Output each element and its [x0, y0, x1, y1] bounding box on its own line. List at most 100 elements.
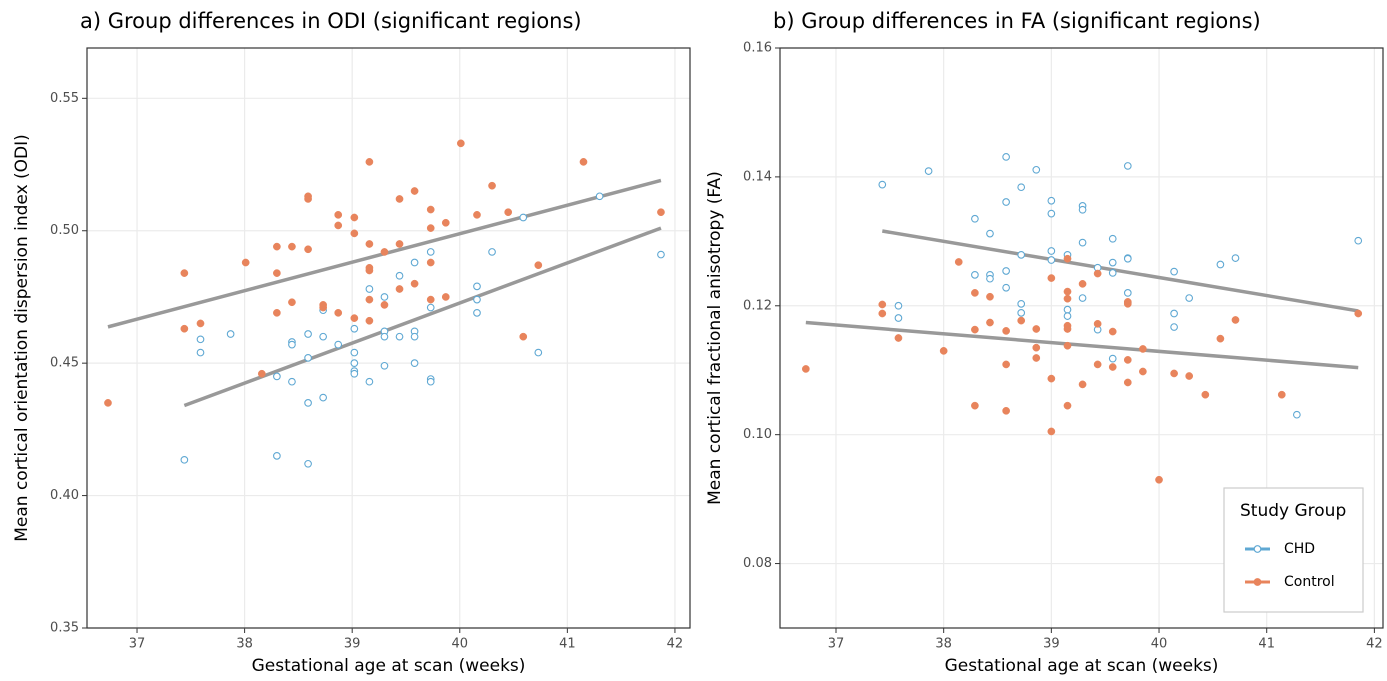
legend-label: Control — [1284, 574, 1335, 590]
x-tick-label: 41 — [559, 637, 576, 652]
point — [894, 314, 903, 322]
plot-border — [86, 47, 691, 629]
point — [1032, 354, 1041, 362]
point — [319, 303, 327, 312]
plot-border — [779, 47, 1384, 629]
point — [801, 365, 810, 373]
point — [1047, 247, 1056, 255]
point — [104, 399, 112, 407]
point — [1201, 390, 1210, 399]
point — [1108, 258, 1117, 267]
point — [579, 158, 588, 166]
point — [1002, 406, 1010, 415]
point — [1231, 254, 1240, 262]
point — [986, 292, 994, 301]
legend: Study Group CHD Control — [1223, 487, 1364, 613]
point — [1123, 289, 1132, 297]
point — [954, 258, 963, 266]
point — [350, 314, 359, 322]
point — [380, 361, 389, 370]
point — [304, 245, 312, 254]
point — [1047, 427, 1056, 436]
point — [986, 318, 994, 327]
point — [1354, 236, 1363, 245]
point — [426, 258, 435, 267]
y-axis-title: Mean cortical orientation dispersion ind… — [12, 134, 32, 542]
point — [595, 192, 604, 201]
point — [1293, 410, 1301, 419]
x-tick-label: 37 — [828, 637, 845, 652]
point — [488, 248, 496, 256]
y-tick-label: 0.14 — [743, 169, 772, 184]
point — [1047, 209, 1056, 218]
point — [473, 295, 481, 304]
point — [519, 332, 528, 341]
point — [1108, 354, 1117, 363]
point — [534, 348, 543, 357]
point — [1032, 325, 1041, 333]
x-tick-label: 40 — [1151, 637, 1168, 652]
point — [1017, 251, 1026, 259]
point — [1078, 380, 1087, 389]
point — [1047, 256, 1056, 264]
point — [986, 229, 994, 238]
point — [1002, 198, 1010, 206]
point — [519, 213, 528, 222]
point — [196, 319, 205, 328]
point — [1078, 280, 1087, 288]
point — [334, 308, 343, 317]
point — [350, 348, 359, 357]
point — [273, 372, 281, 381]
y-tick-label: 0.45 — [50, 356, 79, 371]
legend-key-point — [1253, 545, 1262, 553]
point — [395, 332, 404, 341]
point — [395, 195, 404, 203]
point — [1063, 305, 1072, 314]
point — [986, 274, 994, 283]
point — [1047, 274, 1056, 282]
point — [410, 187, 419, 195]
point — [971, 289, 979, 297]
point — [1017, 316, 1026, 325]
point — [273, 242, 281, 251]
point — [365, 316, 374, 325]
point — [473, 282, 481, 291]
point — [334, 340, 343, 349]
point — [1155, 475, 1163, 484]
point — [380, 293, 389, 301]
point — [319, 332, 327, 341]
point — [288, 298, 296, 307]
point — [1170, 309, 1178, 318]
x-axis-title: Gestational age at scan (weeks) — [252, 656, 526, 676]
point — [365, 266, 374, 275]
point — [1002, 283, 1010, 292]
point — [504, 208, 513, 217]
point — [304, 459, 312, 468]
x-tick-label: 39 — [1043, 637, 1060, 652]
point — [1170, 369, 1178, 378]
point — [241, 258, 250, 267]
point — [1123, 254, 1132, 263]
point — [257, 369, 266, 378]
y-tick-label: 0.16 — [743, 41, 772, 56]
point — [894, 334, 903, 342]
point — [1002, 327, 1010, 335]
point — [304, 354, 312, 362]
point — [288, 340, 296, 349]
point — [1093, 269, 1102, 278]
x-axis-title: Gestational age at scan (weeks) — [945, 656, 1219, 676]
point — [426, 224, 435, 232]
point — [273, 308, 281, 317]
point — [1063, 287, 1072, 296]
chart-title: a) Group differences in ODI (significant… — [80, 9, 582, 33]
point — [350, 324, 359, 333]
point — [1139, 345, 1147, 353]
point — [426, 248, 435, 256]
point — [410, 258, 419, 267]
point — [1032, 343, 1041, 352]
point — [365, 295, 374, 304]
point — [441, 293, 450, 301]
point — [319, 393, 327, 402]
point — [1216, 334, 1225, 343]
y-tick-label: 0.50 — [50, 223, 79, 238]
